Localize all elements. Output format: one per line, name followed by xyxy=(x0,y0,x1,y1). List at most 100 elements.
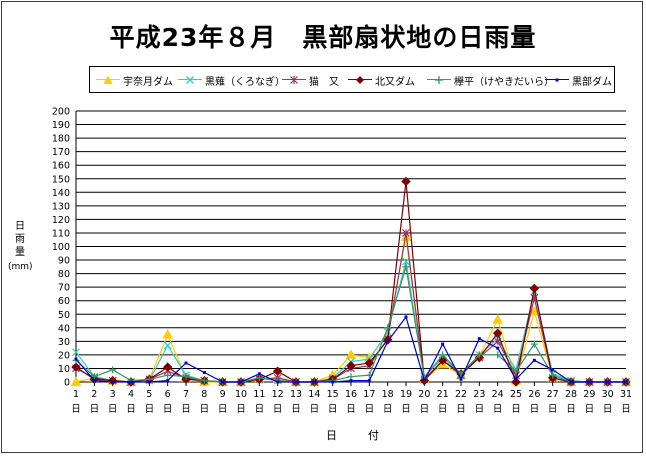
y-tick-label: 70 xyxy=(58,283,70,294)
x-tick-label: 21 xyxy=(437,389,449,400)
series-5-point xyxy=(475,351,483,359)
series-4-point xyxy=(272,366,283,376)
series-4-point xyxy=(71,362,81,372)
x-tick-suffix: 日 xyxy=(401,404,411,415)
series-4-point xyxy=(364,358,375,368)
series-6-point xyxy=(441,342,445,346)
y-tick-label: 60 xyxy=(58,296,70,307)
x-tick-label: 24 xyxy=(492,389,504,400)
series-5-point xyxy=(530,340,538,348)
x-tick-label: 10 xyxy=(235,389,247,400)
x-tick-suffix: 日 xyxy=(548,404,558,415)
chart-title: 平成23年８月 黒部扇状地の日雨量 xyxy=(109,23,537,52)
x-tick-suffix: 日 xyxy=(90,404,100,415)
x-tick-label: 31 xyxy=(620,389,632,400)
legend-marker xyxy=(435,76,443,84)
x-tick-suffix: 日 xyxy=(420,404,430,415)
series-1-point xyxy=(345,349,357,359)
series-6-point xyxy=(496,346,500,350)
x-tick-label: 12 xyxy=(272,389,284,400)
y-tick-label: 100 xyxy=(52,242,70,253)
series-6-point xyxy=(477,337,481,341)
series-6-point xyxy=(147,380,151,384)
x-tick-suffix: 日 xyxy=(218,404,228,415)
x-tick-label: 2 xyxy=(91,389,97,400)
series-1-point xyxy=(528,306,540,316)
x-tick-label: 3 xyxy=(110,389,116,400)
x-tick-suffix: 日 xyxy=(621,404,631,415)
y-tick-label: 90 xyxy=(58,256,70,267)
x-tick-suffix: 日 xyxy=(273,404,283,415)
series-2-point xyxy=(163,341,172,350)
series-1-point xyxy=(70,376,82,386)
y-tick-label: 10 xyxy=(58,364,70,375)
series-4-point xyxy=(401,176,411,187)
series-6-point xyxy=(349,379,353,383)
series-5-point xyxy=(549,371,557,379)
x-tick-label: 1 xyxy=(73,389,79,400)
series-5-point xyxy=(512,367,520,375)
x-tick-label: 17 xyxy=(363,389,375,400)
x-tick-label: 23 xyxy=(473,389,485,400)
y-tick-label: 130 xyxy=(52,201,70,212)
series-6-point xyxy=(276,380,280,384)
series-6-point xyxy=(92,379,96,383)
series-5-point xyxy=(494,351,502,359)
legend-label: 黒部ダム xyxy=(572,77,612,88)
x-tick-label: 13 xyxy=(290,389,302,400)
series-5-point xyxy=(109,366,117,374)
x-tick-suffix: 日 xyxy=(511,404,521,415)
legend-label: 欅平（けやきだいら） xyxy=(454,77,554,88)
x-tick-suffix: 日 xyxy=(456,404,466,415)
series-5-point xyxy=(347,373,355,381)
series-6-point xyxy=(367,379,371,383)
legend-label: 宇奈月ダム xyxy=(123,77,173,88)
series-6-point xyxy=(74,357,78,361)
series-6-point xyxy=(624,380,628,384)
x-tick-suffix: 日 xyxy=(438,404,448,415)
series-6-point xyxy=(606,380,610,384)
x-tick-suffix: 日 xyxy=(200,404,210,415)
series-6-point xyxy=(569,380,573,384)
x-tick-suffix: 日 xyxy=(181,404,191,415)
x-tick-suffix: 日 xyxy=(310,404,320,415)
y-tick-label: 150 xyxy=(52,174,70,185)
x-tick-label: 14 xyxy=(308,389,320,400)
y-tick-label: 40 xyxy=(58,323,70,334)
x-tick-suffix: 日 xyxy=(530,404,540,415)
series-4-point xyxy=(511,377,521,387)
series-5-point xyxy=(439,351,447,359)
x-tick-label: 22 xyxy=(455,389,467,400)
x-tick-suffix: 日 xyxy=(145,404,155,415)
x-tick-suffix: 日 xyxy=(603,404,613,415)
x-tick-label: 7 xyxy=(183,389,189,400)
legend-marker xyxy=(356,76,364,84)
y-axis-label: 日 雨 量 (mm) xyxy=(8,220,33,274)
legend-label: 黒薙（くろなぎ） xyxy=(205,77,285,88)
x-tick-label: 5 xyxy=(146,389,152,400)
series-3-point xyxy=(402,229,410,237)
x-tick-suffix: 日 xyxy=(108,404,118,415)
x-tick-label: 18 xyxy=(382,389,394,400)
x-tick-label: 19 xyxy=(400,389,412,400)
x-tick-suffix: 日 xyxy=(71,404,81,415)
y-tick-label: 200 xyxy=(52,107,70,118)
legend-marker xyxy=(186,76,194,84)
y-tick-label: 190 xyxy=(52,120,70,131)
y-axis-label-char-2: 雨 xyxy=(15,234,25,245)
x-tick-suffix: 日 xyxy=(126,404,136,415)
y-axis-unit: (mm) xyxy=(8,262,33,272)
x-tick-suffix: 日 xyxy=(255,404,265,415)
series-6-point xyxy=(221,380,225,384)
series-6-point xyxy=(312,380,316,384)
series-6-point xyxy=(202,371,206,375)
y-tick-label: 160 xyxy=(52,161,70,172)
y-axis-label-char-1: 日 xyxy=(15,221,25,232)
legend-marker xyxy=(103,75,113,84)
y-tick-label: 20 xyxy=(58,350,70,361)
y-axis-label-char-3: 量 xyxy=(15,247,25,258)
series-6-point xyxy=(551,368,555,372)
legend-label: 北又ダム xyxy=(375,77,415,88)
series-6-point xyxy=(386,339,390,343)
